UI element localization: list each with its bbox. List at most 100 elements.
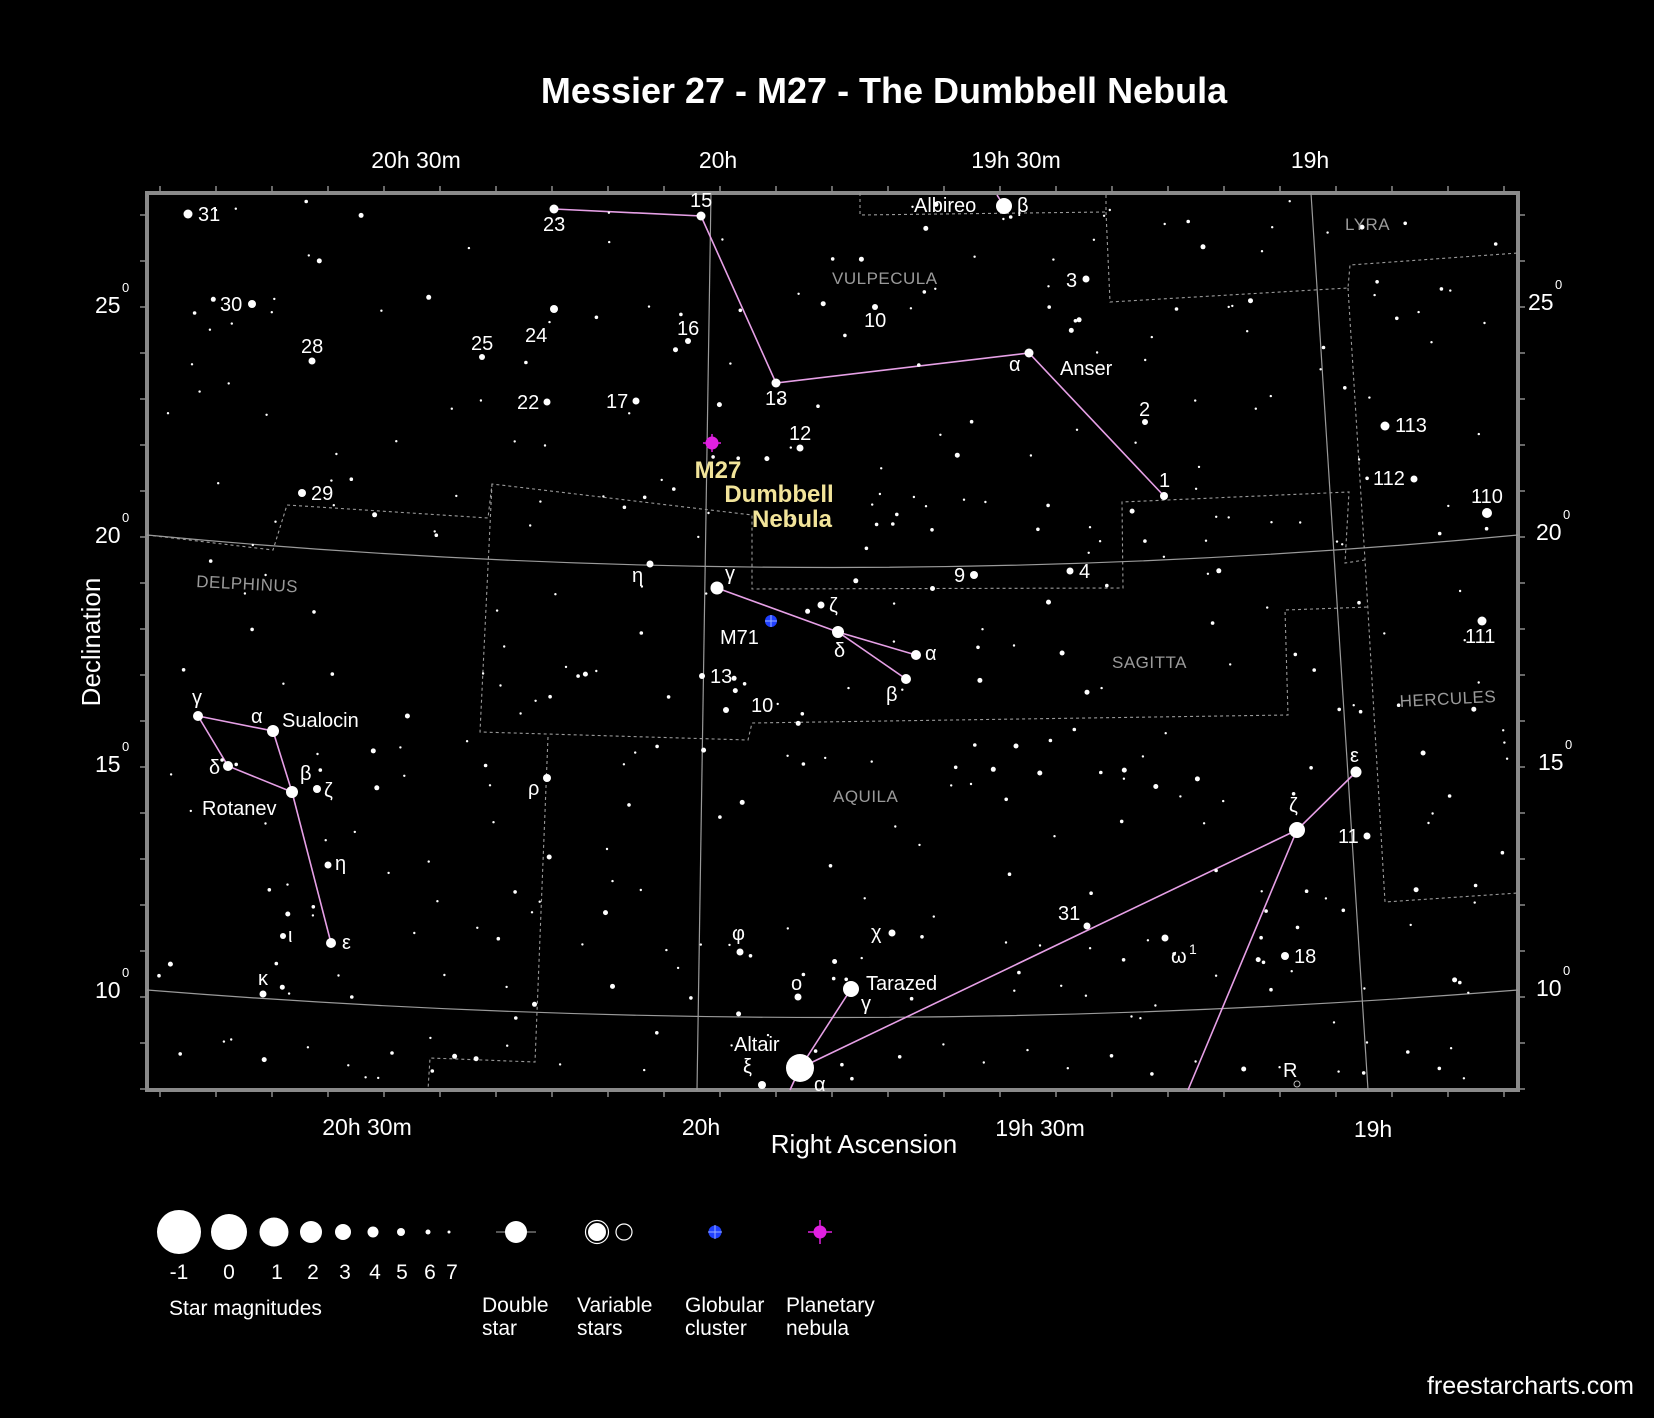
background-star — [1098, 540, 1102, 543]
background-star — [805, 608, 811, 614]
background-star — [973, 255, 976, 258]
magnitude-dot — [425, 1229, 431, 1235]
label-greek: α — [251, 706, 263, 728]
background-star — [499, 684, 502, 687]
label-number: 15 — [690, 190, 712, 212]
star-29 — [298, 489, 306, 497]
background-star — [1038, 944, 1042, 947]
background-star — [548, 320, 551, 324]
background-star — [427, 860, 430, 863]
background-star — [1007, 872, 1012, 876]
background-star — [1004, 941, 1008, 944]
background-star — [1216, 568, 1222, 574]
background-star — [844, 977, 848, 982]
star-10-vul — [872, 304, 878, 310]
magnitude-label: 5 — [396, 1261, 408, 1284]
background-star — [1383, 632, 1386, 635]
background-star — [1270, 521, 1273, 524]
background-star — [1363, 987, 1366, 990]
dec-right-label: 15 — [1538, 749, 1564, 775]
label-number: 11 — [1338, 826, 1359, 848]
background-star — [791, 517, 794, 520]
background-star — [1293, 652, 1298, 657]
background-star — [742, 682, 747, 686]
dec-right-label: 20 — [1536, 519, 1562, 545]
background-star — [1332, 1021, 1336, 1024]
star-anser — [1024, 348, 1034, 358]
background-star — [736, 1011, 742, 1017]
background-star — [1194, 1060, 1197, 1063]
background-star — [1172, 952, 1176, 956]
background-star — [909, 996, 914, 1001]
background-star — [538, 900, 541, 903]
label-anser-greek: α — [1009, 354, 1021, 376]
chart-title: Messier 27 - M27 - The Dumbbell Nebula — [541, 70, 1228, 111]
background-star — [1013, 989, 1016, 992]
label-number: 110 — [1471, 486, 1503, 508]
frame-ticks — [140, 186, 1525, 1097]
background-star — [1476, 496, 1479, 499]
background-star — [330, 479, 333, 482]
background-star — [1194, 399, 1197, 402]
label-number: 13 — [765, 388, 787, 410]
background-star — [939, 433, 942, 436]
background-star — [1122, 777, 1126, 780]
background-star — [1437, 531, 1442, 536]
background-star — [1357, 600, 1361, 605]
background-star — [628, 412, 631, 415]
background-star — [1037, 770, 1043, 776]
magnitude-label: 2 — [307, 1261, 319, 1284]
background-star — [1144, 358, 1147, 362]
background-star — [1246, 330, 1249, 333]
label-greek: κ — [258, 968, 269, 990]
magnitude-dot — [447, 1230, 451, 1234]
background-star — [1162, 555, 1166, 558]
background-star — [918, 843, 921, 847]
background-star — [891, 522, 895, 526]
label-tarazed: Tarazed — [866, 973, 937, 995]
background-star — [1095, 351, 1099, 354]
background-star — [1144, 657, 1148, 660]
label-number: 24 — [525, 325, 547, 347]
star-22 — [543, 398, 551, 406]
background-star — [981, 628, 984, 631]
background-star — [307, 254, 310, 257]
background-star — [1075, 428, 1079, 431]
background-star — [1430, 341, 1433, 344]
background-star — [519, 712, 522, 715]
background-star — [920, 935, 924, 939]
background-star — [610, 983, 615, 989]
magnitude-dot — [259, 1217, 289, 1247]
background-star — [1046, 599, 1051, 605]
credit-link[interactable]: freestarcharts.com — [1427, 1372, 1634, 1400]
background-star — [1449, 1047, 1453, 1050]
background-star — [467, 246, 471, 250]
label-number: 13 — [710, 666, 732, 688]
background-star — [1341, 908, 1346, 913]
background-star — [843, 333, 847, 338]
background-star — [1343, 386, 1347, 390]
background-star — [1072, 727, 1077, 732]
background-star — [1200, 244, 1206, 250]
background-star — [1361, 1071, 1366, 1075]
dec-left-label: 25 — [95, 292, 121, 318]
constellation-vulpecula: VULPECULA — [832, 269, 938, 288]
background-star — [1084, 689, 1090, 695]
background-star — [1004, 797, 1008, 802]
background-star — [208, 559, 213, 563]
background-star — [1304, 889, 1309, 893]
background-star — [1047, 305, 1051, 309]
background-star — [390, 1051, 394, 1055]
label-greek: β — [300, 763, 312, 785]
background-star — [358, 212, 364, 218]
background-star — [701, 747, 707, 753]
star-beta-sge — [901, 674, 911, 684]
magnitude-label: 7 — [446, 1261, 458, 1284]
label-greek: ε — [342, 932, 351, 954]
magnitude-dot — [157, 1210, 201, 1254]
background-star — [347, 1064, 350, 1067]
background-star — [190, 363, 194, 366]
background-star — [973, 743, 977, 747]
constellation-names: VULPECULA LYRA DELPHINUS SAGITTA HERCULE… — [196, 215, 1497, 806]
background-star — [1222, 799, 1225, 803]
